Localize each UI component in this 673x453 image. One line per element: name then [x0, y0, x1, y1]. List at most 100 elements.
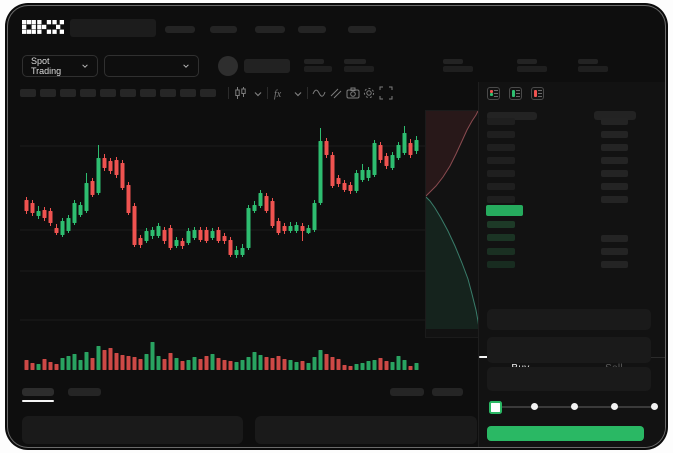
ask-amount-placeholder[interactable]: [601, 144, 628, 151]
bid-row-placeholder[interactable]: [487, 261, 515, 269]
nav-item-placeholder[interactable]: [298, 26, 326, 33]
bottom-tab-active-placeholder[interactable]: [22, 388, 54, 396]
orderbook-amount-header-placeholder: [594, 111, 636, 120]
candle-body: [402, 133, 407, 153]
timeframe-button-placeholder[interactable]: [200, 89, 216, 97]
slider-handle[interactable]: [489, 400, 502, 414]
slider-mark-25[interactable]: [531, 403, 538, 411]
candle-body: [336, 178, 341, 184]
nav-item-placeholder[interactable]: [165, 26, 195, 33]
volume-bar: [54, 364, 59, 370]
nav-item-placeholder[interactable]: [348, 26, 376, 33]
last-price-badge[interactable]: [486, 205, 523, 216]
ask-amount-placeholder[interactable]: [601, 170, 628, 177]
candle-body: [288, 226, 293, 231]
camera-icon[interactable]: [346, 86, 360, 100]
candle-body: [36, 211, 41, 216]
candle-body: [366, 170, 371, 178]
candle-body: [42, 210, 47, 218]
line-tool-icon[interactable]: [312, 86, 326, 100]
timeframe-button-placeholder[interactable]: [160, 89, 176, 97]
timeframe-button-placeholder[interactable]: [100, 89, 116, 97]
candle-body: [222, 236, 227, 241]
ask-row-placeholder[interactable]: [487, 131, 515, 138]
bid-amount-placeholder[interactable]: [601, 261, 628, 268]
buy-submit-button[interactable]: [487, 426, 644, 441]
bid-amount-placeholder[interactable]: [601, 235, 628, 242]
indicator-fx-icon[interactable]: fx: [273, 86, 287, 100]
candle-body: [264, 196, 269, 211]
orderbook-asks-view-icon[interactable]: [531, 87, 544, 100]
header-search-placeholder[interactable]: [70, 19, 156, 37]
bid-row-placeholder[interactable]: [487, 234, 515, 242]
candle-body: [372, 143, 377, 175]
nav-item-placeholder[interactable]: [255, 26, 285, 33]
orderbook-bids-view-icon[interactable]: [509, 87, 522, 100]
price-field-placeholder[interactable]: [487, 309, 651, 330]
orderbook-split-view-icon[interactable]: [487, 87, 500, 100]
timeframe-button-placeholder[interactable]: [20, 89, 36, 97]
bottom-action-placeholder[interactable]: [390, 388, 424, 396]
ask-amount-placeholder[interactable]: [601, 131, 628, 138]
ask-row-placeholder[interactable]: [487, 144, 515, 151]
candle-body: [246, 208, 251, 248]
candle-body: [258, 193, 263, 206]
timeframe-button-placeholder[interactable]: [180, 89, 196, 97]
timeframe-button-placeholder[interactable]: [120, 89, 136, 97]
draw-tool-icon[interactable]: [329, 86, 343, 100]
bottom-tab-placeholder[interactable]: [68, 388, 101, 396]
ask-row-placeholder[interactable]: [487, 183, 515, 190]
amount-slider[interactable]: [489, 400, 658, 414]
ask-amount-placeholder[interactable]: [601, 157, 628, 164]
pair-selector[interactable]: [104, 55, 199, 77]
timeframe-button-placeholder[interactable]: [140, 89, 156, 97]
volume-bar: [42, 359, 47, 370]
volume-bar: [258, 355, 263, 370]
candle-body: [198, 230, 203, 240]
candle-body: [60, 221, 65, 235]
bid-row-placeholder[interactable]: [487, 221, 515, 228]
total-field-placeholder[interactable]: [487, 367, 651, 391]
candle-body: [108, 161, 113, 171]
candle-body: [384, 156, 389, 166]
candle-body: [72, 203, 77, 223]
volume-bar: [264, 357, 269, 370]
candlestick-type-icon[interactable]: [234, 86, 248, 100]
slider-mark-75[interactable]: [611, 403, 618, 411]
volume-bar: [282, 359, 287, 370]
market-type-selector[interactable]: Spot Trading: [22, 55, 98, 77]
chevron-down-icon: [183, 64, 189, 68]
bottom-action-placeholder[interactable]: [432, 388, 463, 396]
timeframe-button-placeholder[interactable]: [80, 89, 96, 97]
ask-amount-placeholder[interactable]: [601, 118, 628, 125]
candle-body: [270, 201, 275, 226]
candle-body: [342, 183, 347, 190]
ask-row-placeholder[interactable]: [487, 118, 515, 125]
ask-row-placeholder[interactable]: [487, 170, 515, 177]
timeframe-button-placeholder[interactable]: [40, 89, 56, 97]
slider-mark-50[interactable]: [571, 403, 578, 411]
volume-bar: [240, 360, 245, 370]
timeframe-button-placeholder[interactable]: [60, 89, 76, 97]
amount-field-placeholder[interactable]: [487, 337, 651, 363]
settings-gear-icon[interactable]: [362, 86, 376, 100]
volume-bar: [192, 357, 197, 370]
bid-amount-placeholder[interactable]: [601, 248, 628, 255]
bid-row-placeholder[interactable]: [487, 247, 515, 255]
ask-amount-placeholder[interactable]: [601, 183, 628, 190]
volume-bar: [66, 356, 71, 370]
volume-bar: [198, 359, 203, 370]
nav-item-placeholder[interactable]: [210, 26, 237, 33]
slider-mark-100[interactable]: [651, 403, 658, 411]
ticker-stat-placeholder: [344, 59, 376, 72]
ask-amount-placeholder[interactable]: [601, 196, 628, 203]
chevron-down-icon[interactable]: [293, 89, 307, 103]
chevron-down-icon[interactable]: [253, 89, 267, 103]
ask-row-placeholder[interactable]: [487, 157, 515, 164]
candlestick-chart[interactable]: [20, 110, 430, 378]
candle-body: [180, 241, 185, 246]
okx-logo[interactable]: OKX: [22, 19, 64, 35]
ask-row-placeholder[interactable]: [487, 196, 515, 203]
volume-bar: [270, 358, 275, 370]
fullscreen-icon[interactable]: [379, 86, 393, 100]
